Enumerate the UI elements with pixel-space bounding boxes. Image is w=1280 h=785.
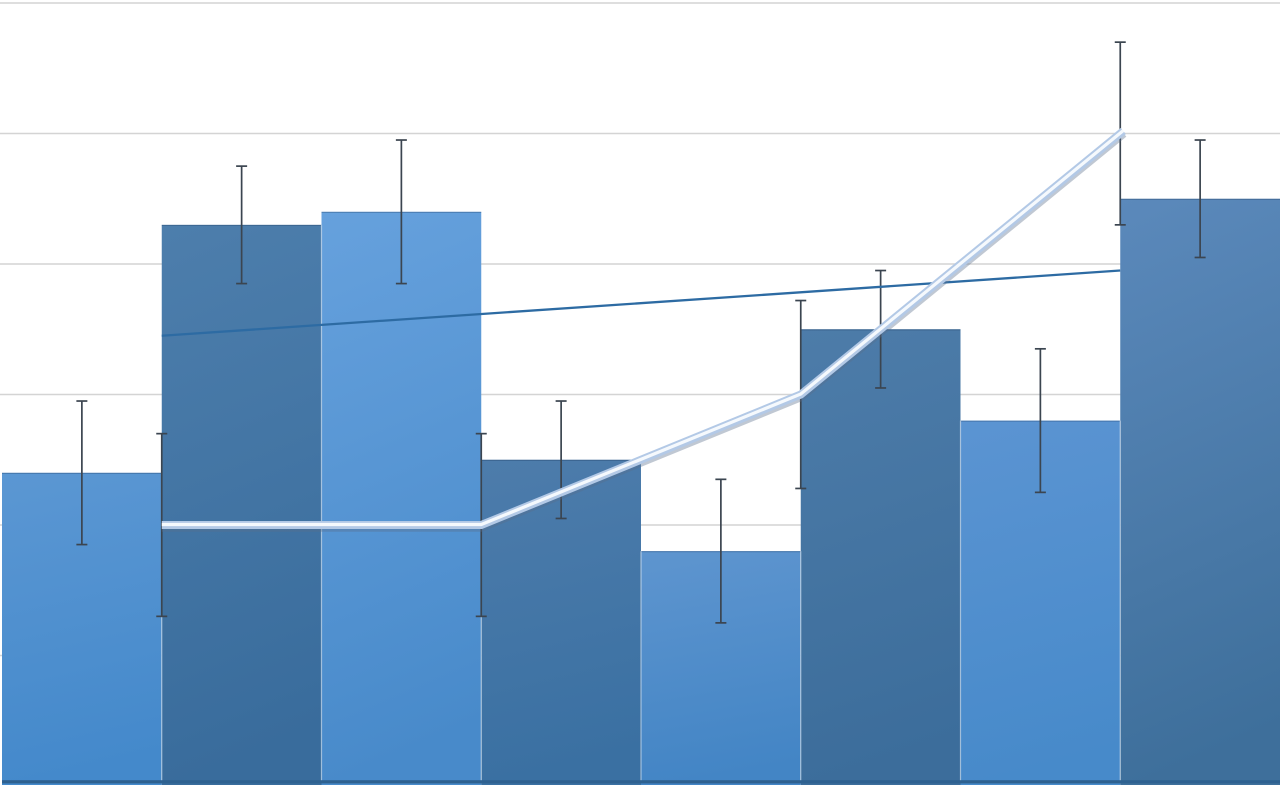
series-line-highlight [161,129,1125,527]
trendline [161,269,1121,337]
bar-error-whisker [1194,139,1206,259]
bar [800,329,961,785]
bar-error-whisker [395,139,407,285]
bar-error-whisker [76,400,88,546]
bar-error-whisker [1034,347,1046,494]
bar-error-whisker [555,400,567,520]
bar [161,224,322,785]
bar-error-whisker [715,478,727,624]
line-point-error-whisker [156,432,168,618]
x-axis-line [2,780,1280,784]
bar [1120,198,1280,785]
bar-error-whisker [236,165,248,285]
bar [321,211,482,785]
